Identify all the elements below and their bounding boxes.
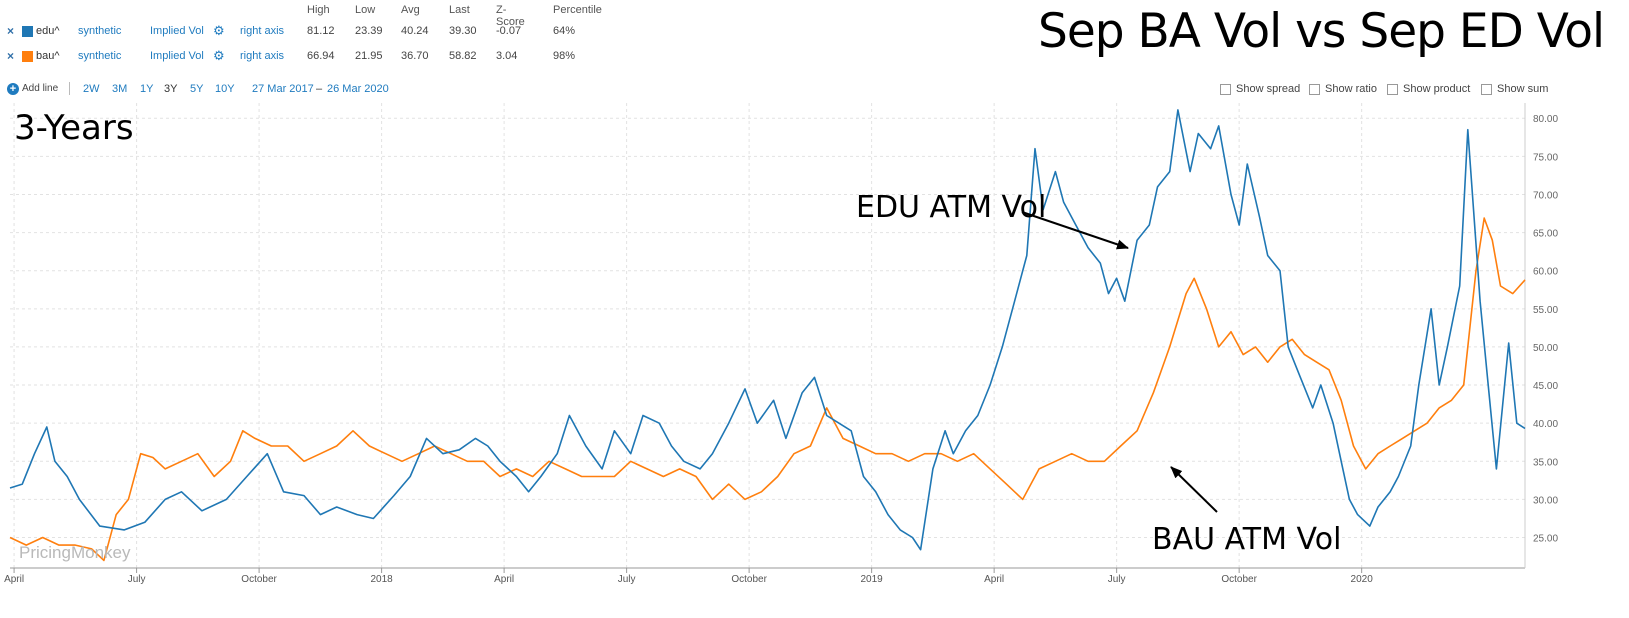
bau-annotation: BAU ATM Vol: [1152, 522, 1342, 557]
stat-last: 39.30: [449, 25, 477, 37]
series-row-bau: × bau^ synthetic Implied Vol ⚙ right axi…: [0, 47, 640, 65]
show-spread-checkbox[interactable]: [1220, 84, 1231, 95]
edu-annotation: EDU ATM Vol: [856, 190, 1047, 225]
stat-percentile: 98%: [553, 50, 576, 62]
metric-link[interactable]: Implied Vol: [150, 50, 204, 62]
y-tick-label: 50.00: [1533, 343, 1558, 354]
series-name[interactable]: bau^: [36, 50, 60, 62]
grid-layer: [10, 103, 1525, 568]
x-tick-label: April: [984, 574, 1004, 585]
axis-link[interactable]: right axis: [240, 25, 285, 37]
y-tick-label: 65.00: [1533, 229, 1558, 240]
x-tick-label: April: [494, 574, 514, 585]
series-row-edu: × edu^ synthetic Implied Vol ⚙ right axi…: [0, 22, 640, 40]
remove-series-button[interactable]: ×: [7, 24, 15, 38]
show-spread-label: Show spread: [1236, 83, 1301, 95]
x-tick-label: 2018: [370, 574, 393, 585]
x-tick-label: October: [1221, 574, 1257, 585]
series-color-swatch[interactable]: [22, 26, 33, 37]
stat-avg: 40.24: [401, 25, 429, 37]
plus-icon[interactable]: +: [7, 83, 19, 95]
x-tick-label: July: [618, 574, 636, 585]
stat-percentile: 64%: [553, 25, 576, 37]
range-1y[interactable]: 1Y: [140, 83, 154, 95]
y-tick-label: 25.00: [1533, 534, 1558, 545]
period-label: 3-Years: [14, 108, 134, 148]
col-header-low: Low: [355, 4, 376, 16]
col-header-last: Last: [449, 4, 470, 16]
pricingmonkey-watermark: PricingMonkey: [19, 543, 131, 562]
stat-zscore: -0.07: [496, 25, 522, 37]
x-tick-label: October: [731, 574, 767, 585]
y-tick-label: 75.00: [1533, 152, 1558, 163]
y-tick-label: 35.00: [1533, 457, 1558, 468]
range-3m[interactable]: 3M: [112, 83, 128, 95]
show-product-label: Show product: [1403, 83, 1471, 95]
add-line-button[interactable]: Add line: [22, 83, 59, 94]
x-tick-label: 2019: [861, 574, 884, 585]
series-name[interactable]: edu^: [36, 25, 60, 37]
stat-low: 21.95: [355, 50, 383, 62]
gear-icon[interactable]: ⚙: [213, 48, 225, 63]
axis-layer: 25.00 30.00 35.00 40.00 45.00 50.00 55.00 60.00…: [4, 103, 1558, 585]
col-header-high: High: [307, 4, 330, 16]
bau-arrow: [1170, 466, 1218, 513]
axis-link[interactable]: right axis: [240, 50, 285, 62]
show-sum-checkbox[interactable]: [1481, 84, 1492, 95]
col-header-avg: Avg: [401, 4, 420, 16]
range-10y[interactable]: 10Y: [215, 83, 235, 95]
y-tick-label: 45.00: [1533, 381, 1558, 392]
show-product-checkbox[interactable]: [1387, 84, 1398, 95]
y-tick-label: 30.00: [1533, 495, 1558, 506]
source-link[interactable]: synthetic: [78, 25, 122, 37]
date-to[interactable]: 26 Mar 2020: [327, 83, 389, 95]
stat-high: 81.12: [307, 25, 335, 37]
gear-icon[interactable]: ⚙: [213, 23, 225, 38]
stat-high: 66.94: [307, 50, 335, 62]
y-tick-label: 40.00: [1533, 419, 1558, 430]
range-3y[interactable]: 3Y: [164, 83, 178, 95]
x-tick-label: 2020: [1351, 574, 1374, 585]
date-from[interactable]: 27 Mar 2017: [252, 83, 314, 95]
y-tick-label: 55.00: [1533, 305, 1558, 316]
range-2w[interactable]: 2W: [83, 83, 100, 95]
stat-last: 58.82: [449, 50, 477, 62]
toolbar-divider: [69, 82, 70, 95]
col-header-zscore: Z-Score: [496, 4, 525, 28]
stat-avg: 36.70: [401, 50, 429, 62]
y-tick-label: 70.00: [1533, 190, 1558, 201]
series-line-edu: [9, 109, 1526, 551]
series-line-bau: [9, 217, 1526, 562]
show-ratio-label: Show ratio: [1325, 83, 1377, 95]
chart-title: Sep BA Vol vs Sep ED Vol: [1038, 4, 1605, 59]
show-ratio-checkbox[interactable]: [1309, 84, 1320, 95]
stat-low: 23.39: [355, 25, 383, 37]
stat-zscore: 3.04: [496, 50, 518, 62]
x-tick-label: July: [128, 574, 146, 585]
x-tick-label: April: [4, 574, 24, 585]
series-layer: [9, 109, 1526, 562]
range-toolbar: + Add line 2W 3M 1Y 3Y 5Y 10Y 27 Mar 201…: [0, 80, 1629, 98]
metric-link[interactable]: Implied Vol: [150, 25, 204, 37]
x-tick-label: October: [241, 574, 277, 585]
show-sum-label: Show sum: [1497, 83, 1549, 95]
col-header-percentile: Percentile: [553, 4, 602, 16]
range-5y[interactable]: 5Y: [190, 83, 204, 95]
remove-series-button[interactable]: ×: [7, 49, 15, 63]
series-color-swatch[interactable]: [22, 51, 33, 62]
x-tick-label: July: [1108, 574, 1126, 585]
edu-arrow: [1021, 211, 1129, 250]
y-tick-label: 60.00: [1533, 267, 1558, 278]
date-separator: –: [316, 83, 323, 95]
y-tick-label: 80.00: [1533, 114, 1558, 125]
source-link[interactable]: synthetic: [78, 50, 122, 62]
